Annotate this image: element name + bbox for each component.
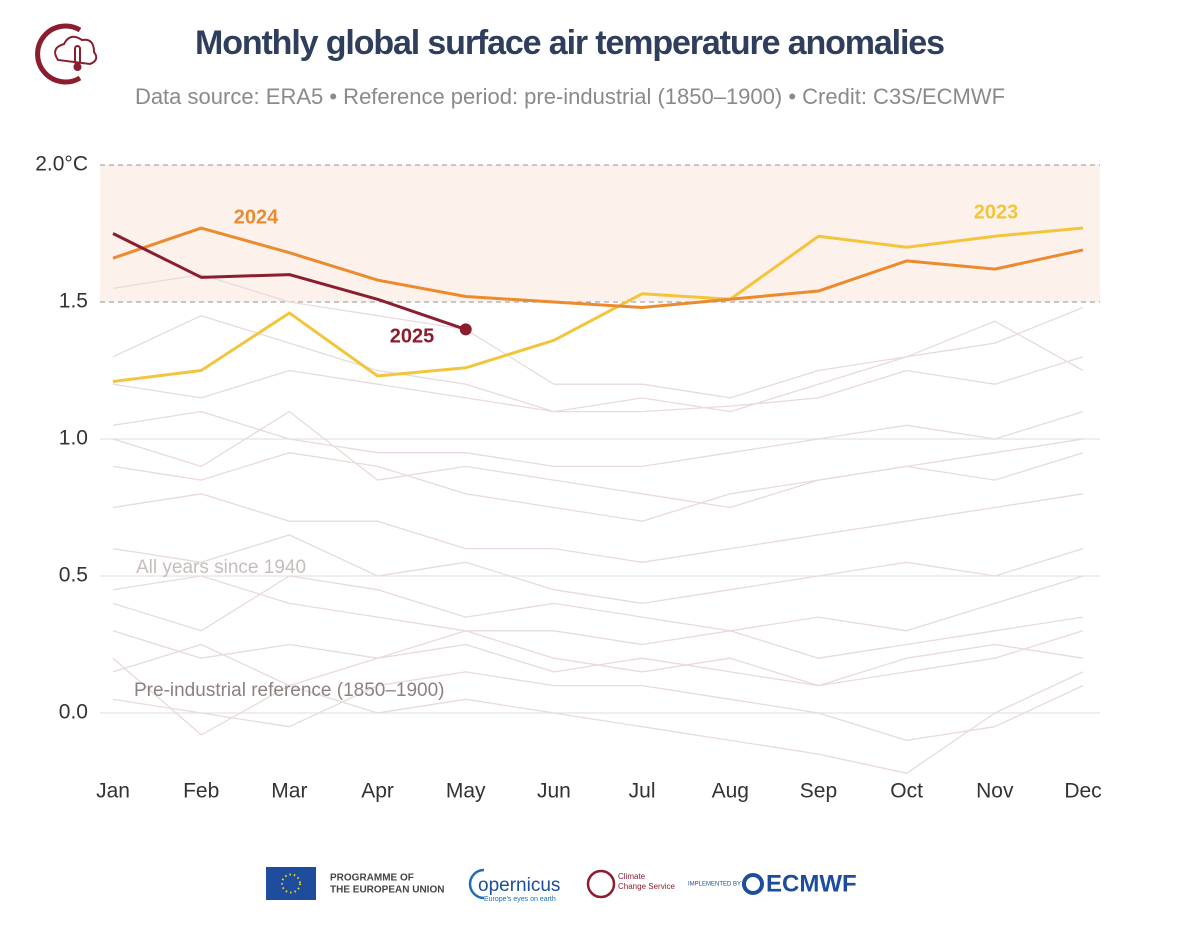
background-line	[112, 575, 1084, 659]
plot	[100, 164, 1100, 774]
background-line	[112, 671, 1084, 742]
x-tick-label: Apr	[361, 780, 394, 803]
footer-text: THE EUROPEAN UNION	[330, 885, 444, 896]
x-tick-label: Mar	[271, 780, 307, 803]
footer: PROGRAMME OF THE EUROPEAN UNION opernicu…	[266, 867, 857, 903]
x-tick-label: Sep	[800, 780, 837, 803]
background-line	[112, 315, 1084, 413]
footer-text: IMPLEMENTED BY	[688, 882, 741, 888]
series-line	[112, 226, 1084, 383]
footer-text: Change Service	[618, 882, 675, 891]
x-tick-label: Jan	[96, 780, 130, 803]
highlight-band	[100, 165, 1100, 302]
background-line	[112, 452, 1084, 522]
end-point	[459, 323, 472, 336]
background-line	[112, 410, 1084, 468]
footer-text: opernicus	[478, 875, 560, 896]
x-tick-label: May	[446, 780, 486, 803]
x-tick-label: Jul	[629, 780, 656, 803]
series-label: 2024	[234, 206, 279, 228]
x-tick-label: Feb	[183, 780, 219, 803]
series-label: 2025	[390, 325, 435, 347]
background-line	[112, 410, 1084, 509]
series-line	[112, 232, 467, 331]
background-line	[112, 534, 1084, 605]
y-tick-label: 1.0	[59, 427, 88, 450]
x-tick-label: Dec	[1064, 780, 1101, 803]
c3s-logo	[586, 869, 616, 899]
y-tick-label: 0.5	[59, 564, 88, 587]
background-line	[112, 493, 1084, 563]
background-line	[112, 356, 1084, 413]
footer-text: Climate	[618, 872, 646, 881]
y-tick-label: 0.0	[59, 701, 88, 724]
chart-subtitle: Data source: ERA5 • Reference period: pr…	[135, 84, 1005, 109]
footer-text: Europe's eyes on earth	[484, 896, 556, 903]
copernicus-logo	[468, 868, 485, 900]
background-line	[112, 657, 1084, 774]
background-line	[112, 273, 1084, 399]
background-line	[112, 643, 1084, 687]
eu-stars	[281, 873, 301, 894]
footer-text: ECMWF	[766, 870, 857, 897]
x-tick-label: Nov	[976, 780, 1014, 803]
x-tick-label: Oct	[890, 780, 923, 803]
x-tick-label: Aug	[712, 780, 749, 803]
series-label: 2023	[974, 201, 1019, 223]
chart-title: Monthly global surface air temperature a…	[195, 24, 945, 62]
annotation: Pre-industrial reference (1850–1900)	[134, 680, 445, 701]
y-tick-label: 2.0°C	[35, 153, 88, 176]
ecmwf-logo	[742, 873, 764, 895]
header-logo	[35, 23, 98, 85]
footer-text: PROGRAMME OF	[330, 873, 414, 884]
annotation: All years since 1940	[136, 557, 306, 578]
background-line	[112, 630, 1084, 687]
background-line	[112, 575, 1084, 632]
x-tick-label: Jun	[537, 780, 571, 803]
series-line	[112, 226, 1084, 309]
eu-flag	[266, 867, 316, 900]
y-tick-label: 1.5	[59, 290, 88, 313]
